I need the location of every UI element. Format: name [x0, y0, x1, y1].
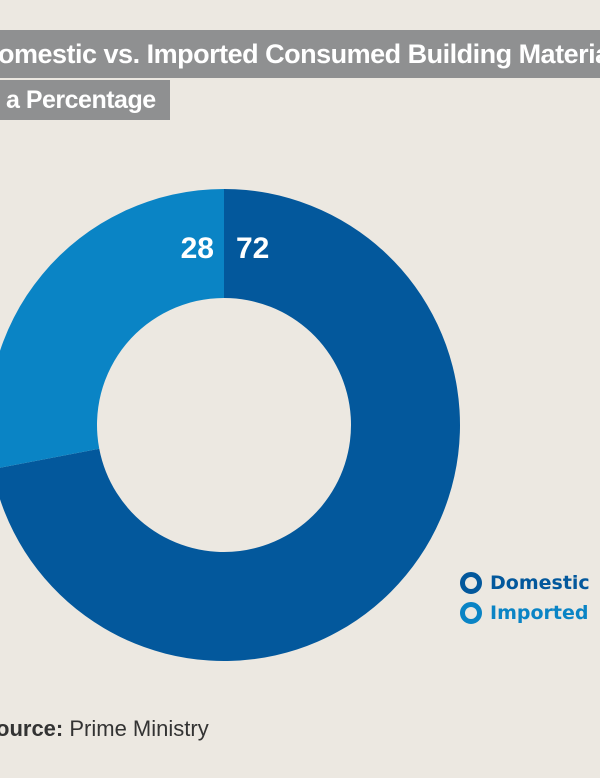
slice-domestic — [0, 189, 460, 661]
legend-marker-domestic — [460, 572, 482, 594]
legend: Domestic Imported — [460, 568, 590, 628]
legend-item-imported: Imported — [460, 598, 590, 628]
legend-label-domestic: Domestic — [490, 572, 590, 594]
source-note: ource: Prime Ministry — [0, 716, 209, 742]
title-bar-2: a Percentage — [0, 80, 170, 120]
legend-marker-imported — [460, 602, 482, 624]
chart-title-line2: a Percentage — [6, 86, 156, 114]
chart-title-line1: omestic vs. Imported Consumed Building M… — [0, 39, 600, 69]
data-label-domestic: 72 — [236, 232, 269, 265]
slice-imported — [0, 189, 224, 468]
source-label: ource: — [0, 716, 64, 741]
source-value: Prime Ministry — [69, 716, 209, 741]
title-bar: omestic vs. Imported Consumed Building M… — [0, 30, 600, 78]
legend-item-domestic: Domestic — [460, 568, 590, 598]
data-label-imported: 28 — [181, 232, 214, 265]
legend-label-imported: Imported — [490, 602, 589, 624]
